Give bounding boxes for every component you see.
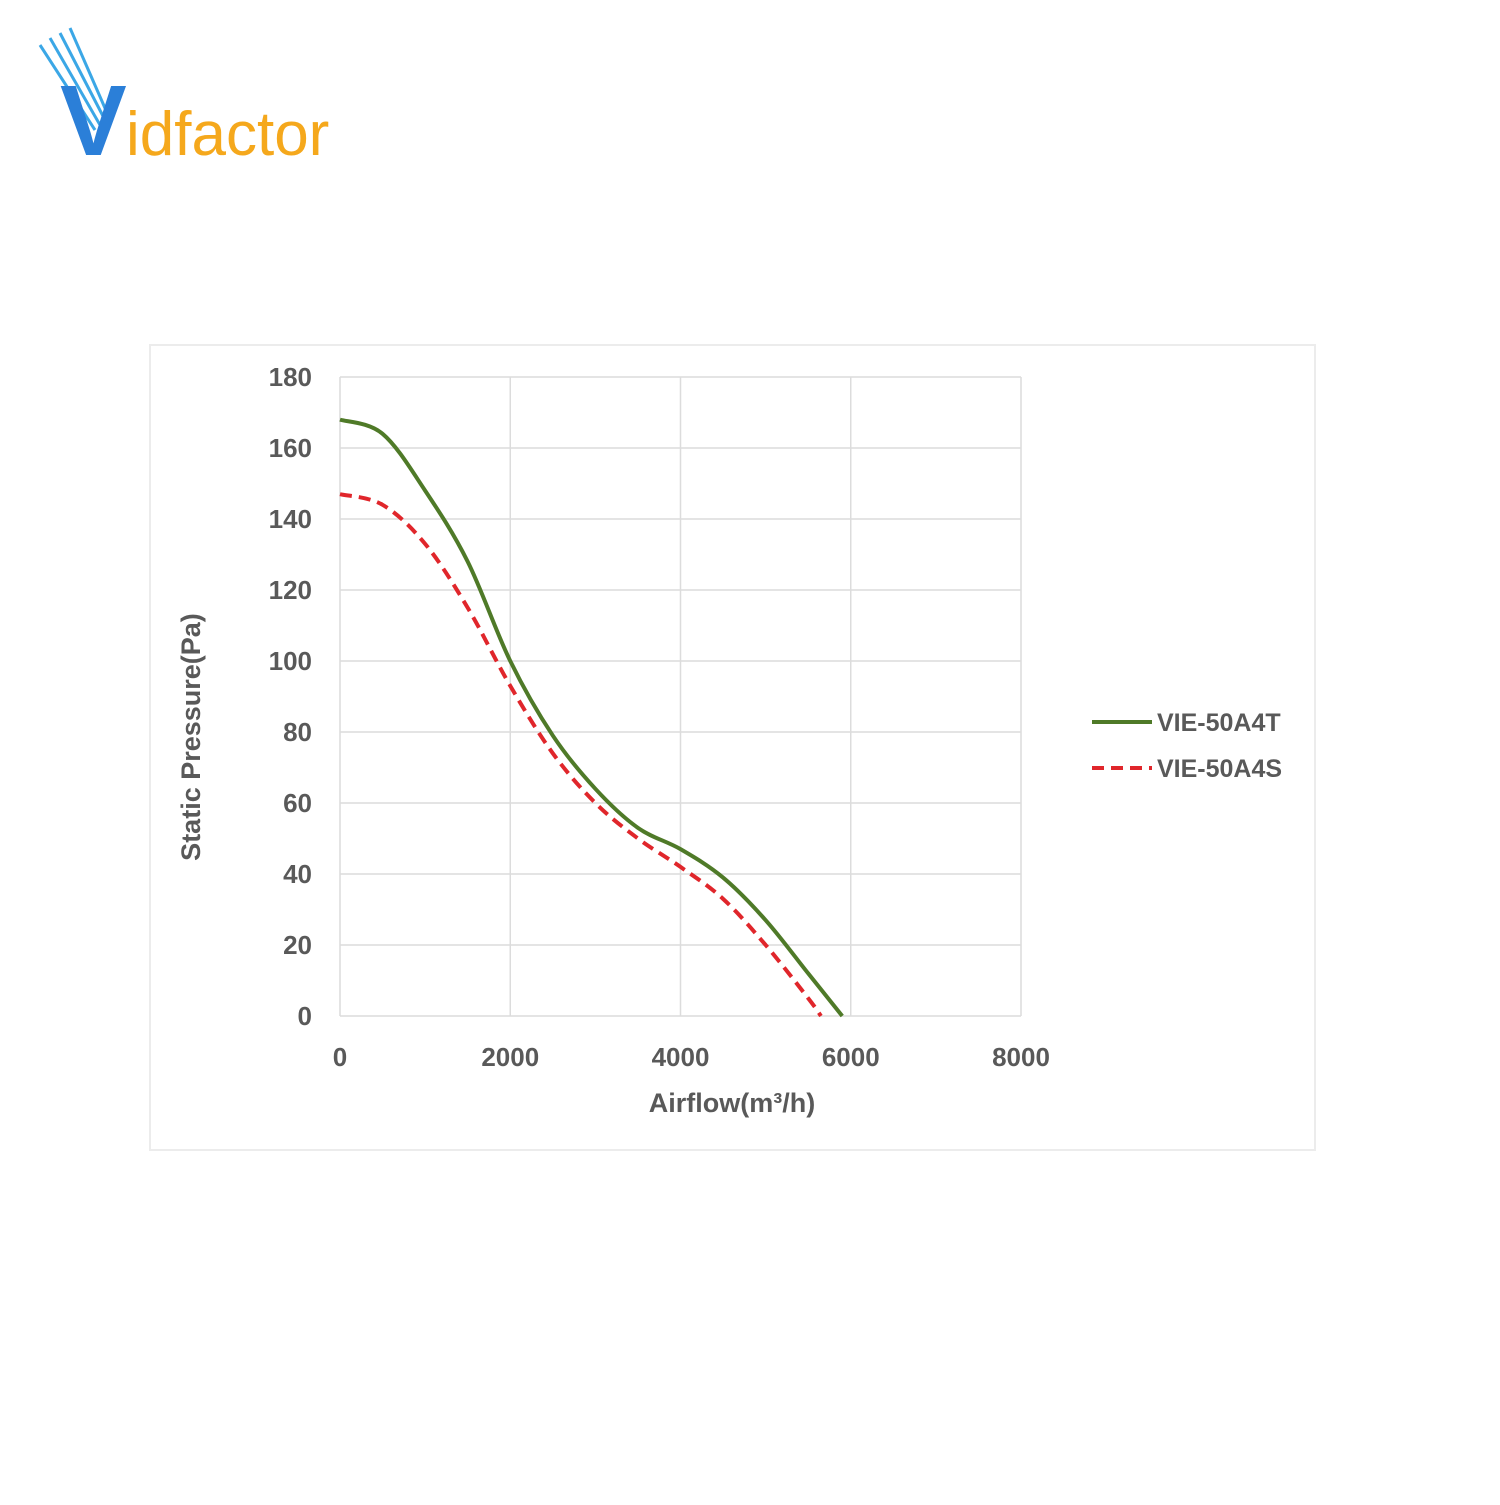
x-tick-label: 6000 <box>822 1042 880 1072</box>
data-line <box>339 492 823 1018</box>
x-tick-label: 4000 <box>652 1042 710 1072</box>
grid: 0 20 40 60 80 100 120 140 160 180 0 2000 4000 6000 800… <box>269 362 1050 1072</box>
logo-text: idfactor <box>126 100 329 169</box>
y-tick-label: 100 <box>269 646 312 676</box>
legend-label: VIE-50A4S <box>1157 755 1282 783</box>
x-tick-label: 8000 <box>992 1042 1050 1072</box>
logo-feathers <box>38 27 110 131</box>
logo-mark: V <box>60 65 127 177</box>
y-tick-label: 40 <box>283 859 312 889</box>
y-axis-label: Static Pressure(Pa) <box>176 613 206 861</box>
y-tick-label: 120 <box>269 575 312 605</box>
y-tick-label: 80 <box>283 717 312 747</box>
y-tick-label: 160 <box>269 433 312 463</box>
chart-frame <box>149 344 1316 1151</box>
legend-label: VIE-50A4T <box>1157 709 1281 737</box>
y-tick-label: 60 <box>283 788 312 818</box>
y-tick-label: 0 <box>298 1001 312 1031</box>
y-tick-label: 140 <box>269 504 312 534</box>
data-line <box>339 417 844 1018</box>
x-tick-label: 2000 <box>481 1042 539 1072</box>
legend: VIE-50A4T VIE-50A4S <box>1092 709 1282 783</box>
logo: V idfactor <box>38 27 329 177</box>
plot <box>339 417 844 1018</box>
x-tick-label: 0 <box>333 1042 347 1072</box>
y-tick-label: 180 <box>269 362 312 392</box>
y-tick-label: 20 <box>283 930 312 960</box>
x-axis-label: Airflow(m³/h) <box>649 1088 815 1118</box>
